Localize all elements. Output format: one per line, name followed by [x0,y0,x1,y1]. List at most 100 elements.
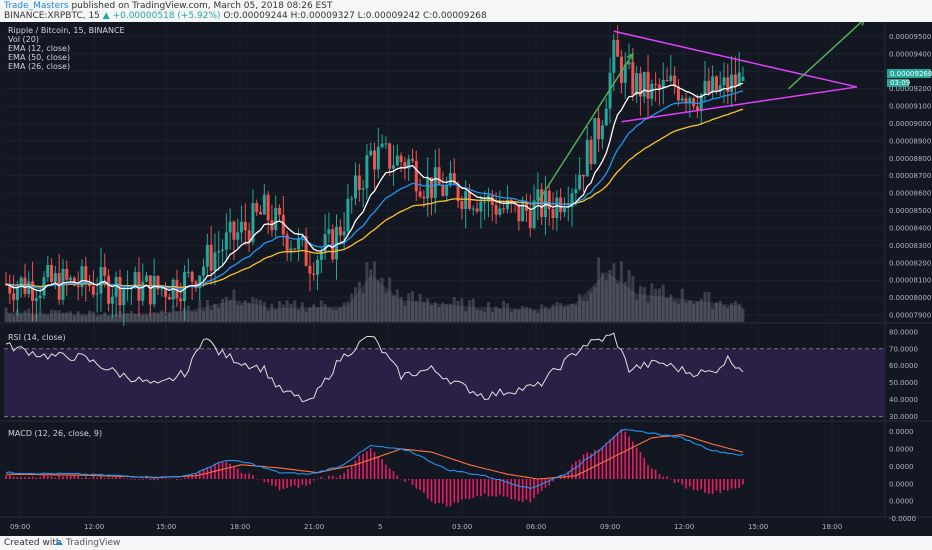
volume-bar [175,311,179,322]
macd-histogram-bar [335,477,338,479]
volume-bar [338,307,342,322]
macd-histogram-bar [100,475,102,479]
macd-histogram-bar [396,475,399,479]
volume-bar [232,289,236,322]
brand-name[interactable]: TradingView [66,538,121,548]
drawings [537,22,865,203]
candle-body [429,177,433,198]
macd-histogram-bar [571,464,573,479]
candle-body [635,73,639,95]
candle-body [483,201,487,203]
price-tick-label: 0.00008700 [889,172,931,180]
volume-bar [274,309,278,322]
macd-histogram-bar [8,473,11,479]
price-candles [4,25,745,326]
volume-bar [213,303,217,322]
macd-histogram-bar [309,479,311,485]
volume-bar [297,309,301,322]
macd-histogram-bar [297,479,300,488]
legend-vol: Vol (20) [8,35,39,44]
candle-body [34,298,38,301]
candle-body [593,118,597,165]
volume-bar [251,297,255,322]
macd-histogram-bar [540,479,543,492]
macd-histogram-bar [582,454,585,479]
macd-histogram-bar [700,479,703,490]
volume-bar [536,313,540,322]
candle-body [726,77,730,92]
up-arrow-icon: ▲ [102,11,110,21]
candle-body [684,98,688,104]
volume-bar [194,311,198,322]
volume-bar [657,288,661,322]
time-tick-label: 18:00 [822,523,842,531]
macd-histogram-bar [225,461,228,479]
macd-histogram-bar [461,479,463,500]
macd-histogram-bar [92,475,95,479]
volume-bar [646,302,650,322]
candle-body [688,98,692,104]
macd-histogram-bar [727,479,729,491]
candle-body [217,250,221,253]
candle-body [110,296,114,304]
candle-body [464,191,468,209]
ema50-line [5,108,744,289]
volume-bar [669,294,673,322]
candle-body [228,221,232,233]
volume-bar [711,308,715,322]
candle-body [673,75,677,87]
candle-body [703,80,707,95]
price-tick-label: 0.00009400 [889,50,931,58]
publish-info: published on TradingView.com, March 05, … [71,1,333,11]
macd-histogram-bar [567,471,570,479]
macd-histogram-bar [69,475,72,479]
candle-body [376,146,380,170]
volume-bar [72,315,76,322]
volume-bar [61,312,65,322]
candle-body [224,232,228,250]
candle-body [407,159,411,169]
volume-bar [505,303,509,322]
candle-body [471,208,475,210]
price-tick-label: 0.00009000 [889,120,931,128]
volume-bar [414,301,418,322]
volume-bar [19,313,23,322]
macd-histogram-bar [62,476,64,479]
macd-histogram-bar [81,477,83,479]
candle-body [141,281,145,301]
candle-body [551,209,555,218]
candle-body [69,277,73,280]
volume-bar [65,312,69,322]
author-link[interactable]: Trade_Masters [4,1,69,11]
volume-bar [384,293,388,322]
volume-bar [524,306,528,322]
volume-bar [186,305,190,322]
candle-body [259,211,263,215]
candle-body [619,56,623,83]
volume-bar [171,306,175,322]
volume-bar [692,303,696,322]
candle-body [502,208,506,210]
volume-bar [555,302,559,322]
volume-bar [566,306,570,322]
legend-ema26: EMA (26, close) [8,62,70,71]
volume-bar [289,303,293,322]
candle-body [19,277,23,288]
volume-bar [585,300,589,322]
macd-histogram-bar [502,479,505,497]
macd-histogram-bar [711,479,714,494]
macd-histogram-bar [438,479,440,504]
macd-histogram-bar [39,477,41,479]
macd-histogram-bar [240,472,243,479]
candle-body [642,72,646,97]
macd-histogram-bar [107,476,110,479]
macd-histogram-bar [738,479,741,488]
macd-histogram-bar [407,479,410,481]
trading-chart[interactable]: 0.000095000.000094000.000093000.00009200… [0,22,932,536]
rsi-tick-label: 80.0000 [889,328,918,336]
volume-bar [205,299,209,322]
volume-bar [300,302,304,322]
candle-body [616,40,620,57]
candle-body [494,204,498,215]
volume-bar [99,315,103,322]
